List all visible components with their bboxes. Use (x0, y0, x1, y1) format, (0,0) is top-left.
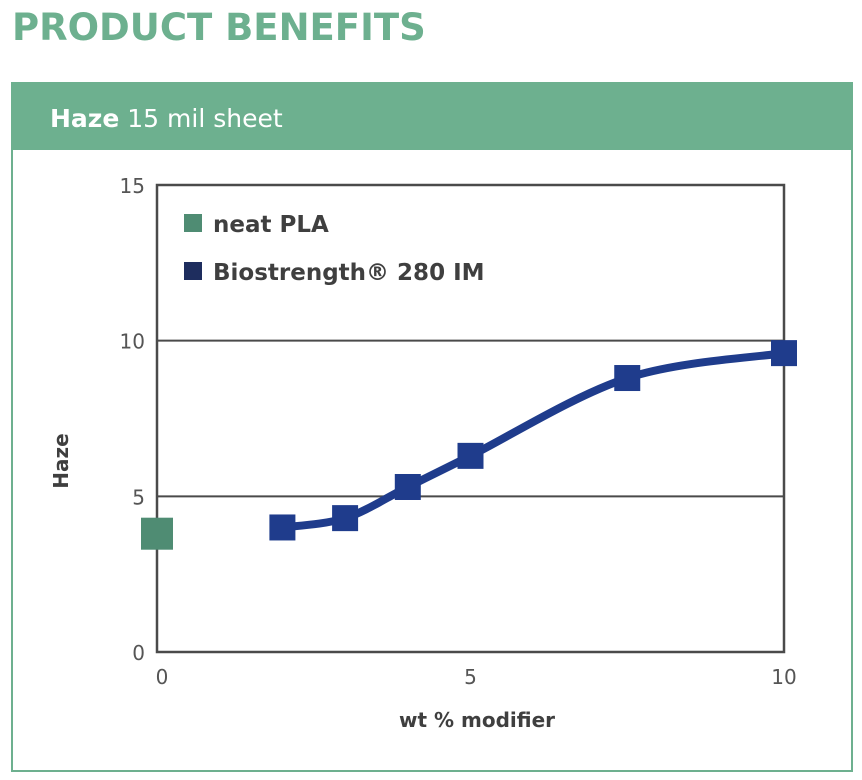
y-tick-label: 15 (120, 174, 145, 198)
panel-title-rest: 15 mil sheet (119, 104, 283, 133)
biostrength-marker (457, 442, 484, 469)
biostrength-marker (394, 473, 421, 500)
y-tick-label: 10 (120, 330, 145, 354)
biostrength-marker (771, 340, 797, 367)
plot-frame (155, 183, 786, 654)
x-tick-label: 5 (464, 665, 477, 689)
series-line (281, 349, 785, 532)
biostrength-marker (614, 365, 641, 392)
x-axis-label: wt % modifier (399, 708, 555, 732)
biostrength-marker (269, 514, 296, 541)
legend-label: neat PLA (213, 212, 329, 238)
biostrength-marker (332, 505, 359, 532)
panel-title-bold: Haze (50, 104, 120, 133)
panel-title: Haze 15 mil sheet (50, 104, 283, 134)
x-tick-label: 0 (156, 665, 169, 689)
y-tick-label: 5 (132, 485, 145, 509)
y-axis-label: Haze (49, 433, 73, 488)
legend-swatch (184, 262, 202, 280)
y-tick-label: 0 (132, 641, 145, 665)
x-tick-label: 10 (771, 665, 796, 689)
page-title: PRODUCT BENEFITS (12, 6, 426, 49)
legend-swatch (184, 214, 202, 232)
legend-label: Biostrength® 280 IM (213, 260, 485, 286)
chart-panel: Haze 15 mil sheet (11, 82, 853, 772)
neat-pla-marker (141, 517, 173, 550)
panel-header: Haze 15 mil sheet (13, 84, 851, 150)
